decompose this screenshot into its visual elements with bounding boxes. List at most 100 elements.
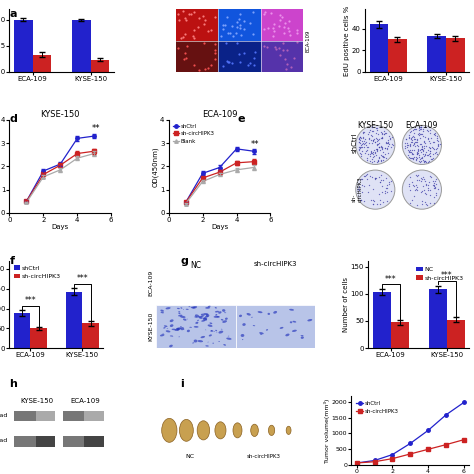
Point bbox=[373, 145, 381, 152]
shCtrl bbox=[251, 148, 256, 154]
Ellipse shape bbox=[282, 372, 286, 374]
Point bbox=[405, 131, 412, 138]
Bar bbox=[30, 328, 47, 348]
Text: sh-circHIPK3: sh-circHIPK3 bbox=[254, 261, 297, 267]
Point bbox=[407, 146, 414, 154]
Point bbox=[422, 181, 429, 188]
Point bbox=[419, 150, 427, 157]
Point bbox=[175, 16, 182, 24]
Point bbox=[421, 151, 428, 159]
Point bbox=[418, 187, 426, 195]
Ellipse shape bbox=[223, 344, 226, 346]
Point bbox=[413, 149, 421, 156]
sh-circHIPK3 bbox=[372, 459, 377, 465]
Point bbox=[427, 191, 434, 199]
Point bbox=[365, 130, 372, 138]
Ellipse shape bbox=[216, 388, 218, 389]
Point bbox=[381, 188, 389, 195]
Point bbox=[356, 138, 363, 146]
Ellipse shape bbox=[217, 316, 220, 318]
Point bbox=[424, 146, 432, 154]
Point bbox=[411, 135, 419, 143]
Point bbox=[236, 16, 243, 23]
Point bbox=[370, 136, 377, 144]
Point bbox=[207, 62, 215, 69]
Point bbox=[182, 49, 189, 57]
shCtrl bbox=[408, 440, 413, 446]
Ellipse shape bbox=[176, 328, 180, 331]
Point bbox=[356, 144, 364, 151]
Ellipse shape bbox=[218, 311, 221, 314]
Point bbox=[431, 149, 439, 156]
Point bbox=[413, 186, 420, 193]
Point bbox=[419, 144, 426, 151]
Point bbox=[219, 62, 227, 70]
Ellipse shape bbox=[159, 379, 161, 381]
Text: ECA-109: ECA-109 bbox=[148, 270, 153, 296]
Point bbox=[418, 130, 426, 138]
Point bbox=[417, 124, 425, 131]
Point bbox=[270, 27, 277, 35]
Point bbox=[356, 139, 364, 146]
Point bbox=[357, 196, 365, 203]
Ellipse shape bbox=[160, 310, 164, 312]
Point bbox=[408, 151, 415, 158]
Text: shCtrl: shCtrl bbox=[352, 133, 358, 153]
shCtrl bbox=[200, 171, 205, 176]
Point bbox=[412, 181, 419, 189]
Ellipse shape bbox=[194, 316, 198, 318]
Point bbox=[233, 23, 241, 31]
Text: g: g bbox=[180, 256, 188, 266]
Point bbox=[406, 149, 413, 156]
Point bbox=[369, 186, 377, 193]
Ellipse shape bbox=[226, 386, 228, 389]
Point bbox=[410, 182, 418, 190]
Point bbox=[413, 150, 421, 158]
Text: i: i bbox=[180, 379, 184, 389]
Point bbox=[379, 188, 386, 196]
Point bbox=[269, 24, 276, 31]
X-axis label: Days: Days bbox=[211, 225, 228, 230]
Point bbox=[356, 186, 363, 193]
Point bbox=[368, 137, 375, 144]
Point bbox=[200, 12, 207, 19]
Point bbox=[418, 201, 425, 208]
Point bbox=[419, 146, 427, 154]
Point bbox=[385, 140, 392, 148]
Y-axis label: Number of cells: Number of cells bbox=[343, 277, 349, 332]
Point bbox=[358, 143, 365, 151]
Point bbox=[373, 146, 381, 154]
Ellipse shape bbox=[201, 336, 205, 338]
Point bbox=[417, 125, 424, 133]
Ellipse shape bbox=[224, 312, 226, 313]
Ellipse shape bbox=[175, 383, 176, 384]
Point bbox=[432, 175, 439, 182]
Point bbox=[432, 191, 440, 199]
Point bbox=[418, 175, 426, 183]
Point bbox=[189, 32, 197, 40]
Point bbox=[250, 55, 257, 62]
Point bbox=[377, 143, 384, 151]
Point bbox=[377, 157, 384, 165]
Point bbox=[384, 149, 392, 157]
Bar bbox=[14, 436, 55, 447]
Ellipse shape bbox=[190, 371, 192, 373]
Point bbox=[383, 139, 391, 147]
Point bbox=[406, 180, 413, 188]
Ellipse shape bbox=[198, 340, 203, 342]
Point bbox=[374, 124, 381, 132]
Point bbox=[411, 186, 419, 194]
Point bbox=[363, 144, 371, 151]
Point bbox=[191, 62, 198, 69]
Point bbox=[201, 16, 209, 23]
Point bbox=[363, 170, 370, 178]
Point bbox=[430, 199, 438, 206]
Legend: shCtrl, sh-circHIPK3: shCtrl, sh-circHIPK3 bbox=[354, 399, 401, 416]
sh-circHIPK3 bbox=[443, 442, 449, 447]
Point bbox=[433, 145, 440, 152]
Ellipse shape bbox=[173, 374, 176, 377]
Point bbox=[425, 178, 432, 185]
Point bbox=[282, 65, 289, 73]
Point bbox=[362, 172, 370, 179]
Point bbox=[378, 146, 386, 153]
